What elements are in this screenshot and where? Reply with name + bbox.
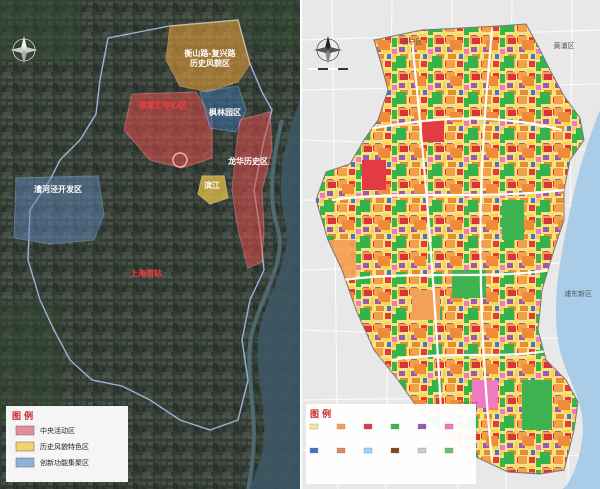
legend-swatch-2	[15, 457, 35, 468]
legend-swatch-2	[363, 423, 373, 430]
legend-label-0: 中央活动区	[40, 426, 75, 435]
label-hengshan-1: 衡山路-复兴路	[184, 48, 236, 58]
legend-swatch-9	[390, 447, 400, 454]
label-huangpu: 黄浦区	[554, 41, 575, 50]
label-fenglin: 枫林园区	[209, 107, 241, 117]
zone-longhua	[231, 111, 273, 269]
scale-bar	[308, 68, 348, 70]
district-outline	[315, 23, 585, 475]
north-arrow-icon	[10, 36, 38, 64]
legend-label-1: 历史风貌特色区	[40, 442, 89, 451]
legend-swatch-0	[309, 423, 319, 430]
legend-swatch-10	[417, 447, 427, 454]
label-xiangtan: 上海南站	[130, 268, 162, 278]
legend-title: 图 例	[310, 408, 331, 420]
north-arrow-icon	[314, 36, 342, 64]
legend-title: 图 例	[12, 410, 33, 422]
zone-caohejing	[13, 175, 105, 245]
legend-swatch-7	[336, 447, 346, 454]
label-longhua: 龙华历史区	[227, 156, 268, 166]
satellite-map: 衡山路-复兴路 历史风貌区 徐家汇中心区 枫林园区 龙华历史区 漕河泾开发区 滨…	[0, 0, 300, 489]
zone-hengshan	[165, 19, 251, 93]
satellite-map-panel: 衡山路-复兴路 历史风貌区 徐家汇中心区 枫林园区 龙华历史区 漕河泾开发区 滨…	[0, 0, 300, 489]
land-use-map-panel: 长宁区 黄浦区 浦东新区 闵行区 图 例	[302, 0, 600, 489]
label-changning: 长宁区	[402, 37, 423, 46]
legend-label-2: 创新功能集聚区	[40, 458, 89, 467]
label-pudong: 浦东新区	[564, 289, 592, 298]
zone-binjiang	[197, 175, 229, 205]
legend-swatch-3	[390, 423, 400, 430]
legend-swatch-6	[309, 447, 319, 454]
label-hengshan-2: 历史风貌区	[190, 58, 230, 68]
zone-xujiahui	[123, 91, 213, 169]
satellite-legend: 图 例 中央活动区 历史风貌特色区 创新功能集聚区	[6, 406, 128, 482]
legend-swatch-11	[444, 447, 454, 454]
legend-swatch-1	[336, 423, 346, 430]
legend-swatch-0	[15, 425, 35, 436]
land-use-map: 长宁区 黄浦区 浦东新区 闵行区 图 例	[302, 0, 600, 489]
label-binjiang: 滨江	[204, 180, 220, 190]
legend-swatch-1	[15, 441, 35, 452]
legend-swatch-5	[444, 423, 454, 430]
label-xujiahui: 徐家汇中心区	[138, 100, 187, 110]
land-use-legend: 图 例	[306, 404, 476, 484]
main-roads	[331, 29, 565, 461]
label-caohejing: 漕河泾开发区	[34, 184, 82, 194]
legend-swatch-4	[417, 423, 427, 430]
river	[555, 110, 600, 489]
legend-swatch-8	[363, 447, 373, 454]
